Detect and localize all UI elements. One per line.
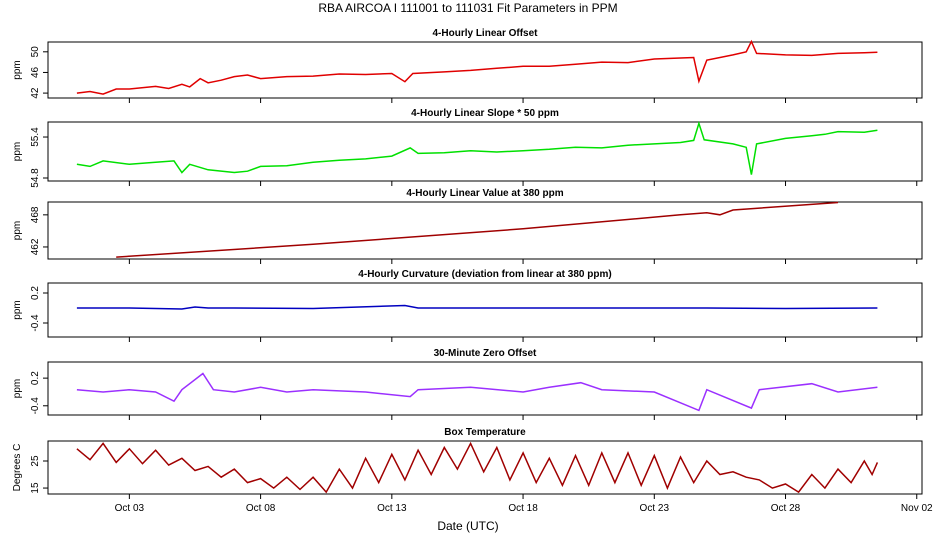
panel-frame xyxy=(47,440,923,495)
y-tick-label: 0.2 xyxy=(30,286,41,300)
panel-title: 30-Minute Zero Offset xyxy=(434,348,537,359)
panel-frame xyxy=(47,361,923,416)
y-tick-label: 55.4 xyxy=(30,127,41,147)
panel-title: 4-Hourly Curvature (deviation from linea… xyxy=(358,269,611,280)
panel-title: Box Temperature xyxy=(444,427,526,438)
x-tick-label: Oct 18 xyxy=(508,503,538,514)
y-tick-label: 54.8 xyxy=(30,168,41,188)
y-axis-label: ppm xyxy=(12,221,23,240)
x-tick-label: Oct 03 xyxy=(115,503,145,514)
y-axis-label: ppm xyxy=(12,300,23,319)
x-tick-label: Oct 23 xyxy=(640,503,670,514)
series-line xyxy=(76,441,879,494)
panel-frame xyxy=(47,121,923,182)
series-line xyxy=(76,39,878,95)
series-line xyxy=(76,120,878,175)
y-axis-label: ppm xyxy=(12,142,23,161)
y-axis-label: ppm xyxy=(12,379,23,398)
y-tick-label: 46 xyxy=(30,66,41,78)
y-tick-label: 50 xyxy=(30,46,41,58)
y-axis-label: ppm xyxy=(12,60,23,79)
panel-frame xyxy=(47,41,923,99)
series-line xyxy=(116,201,839,258)
y-tick-label: 15 xyxy=(30,482,41,494)
x-tick-label: Oct 28 xyxy=(771,503,801,514)
panel-title: 4-Hourly Linear Slope * 50 ppm xyxy=(411,108,559,119)
y-axis-label: Degrees C xyxy=(12,444,23,492)
y-tick-label: 25 xyxy=(30,455,41,467)
series-line xyxy=(76,304,878,310)
y-tick-label: 468 xyxy=(30,206,41,223)
y-tick-label: 462 xyxy=(30,238,41,255)
y-tick-label: -0.4 xyxy=(30,314,41,332)
y-tick-label: 0.2 xyxy=(30,371,41,385)
x-axis-label: Date (UTC) xyxy=(437,519,498,533)
x-tick-label: Oct 13 xyxy=(377,503,407,514)
panel-frame xyxy=(47,201,923,260)
y-tick-label: 42 xyxy=(30,87,41,99)
chart-title: RBA AIRCOA I 111001 to 111031 Fit Parame… xyxy=(318,1,617,15)
series-line xyxy=(76,372,878,412)
panel-frame xyxy=(47,282,923,338)
x-tick-label: Oct 08 xyxy=(246,503,276,514)
panel-title: 4-Hourly Linear Offset xyxy=(432,28,538,39)
x-tick-label: Nov 02 xyxy=(901,503,933,514)
panel-title: 4-Hourly Linear Value at 380 ppm xyxy=(406,188,563,199)
y-tick-label: -0.4 xyxy=(30,397,41,415)
